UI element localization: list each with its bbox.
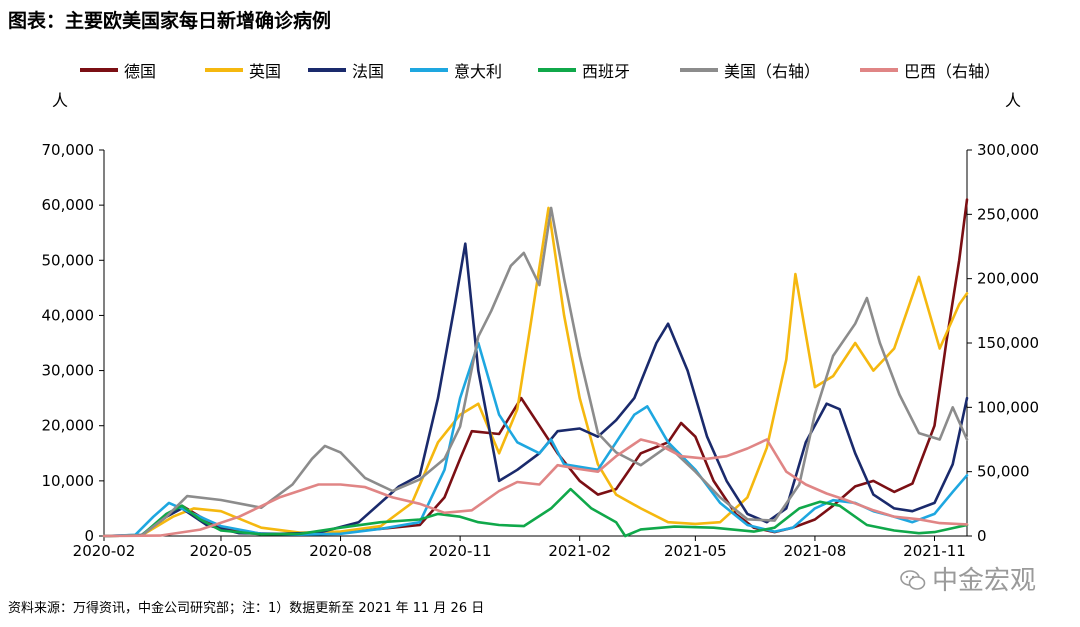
legend-item: 美国（右轴） (680, 58, 820, 82)
y-left-tick-label: 30,000 (42, 362, 95, 380)
legend-label: 英国 (249, 62, 282, 81)
x-tick-label: 2021-05 (664, 542, 727, 560)
series-line-5 (102, 206, 969, 538)
series-line-4 (102, 487, 969, 538)
y-right-tick-label: 50,000 (977, 463, 1030, 481)
series-line-6 (102, 438, 969, 538)
legend-label: 西班牙 (582, 62, 631, 81)
y-right-tick-label: 200,000 (977, 270, 1039, 288)
x-tick-label: 2021-02 (548, 542, 611, 560)
y-left-tick-label: 20,000 (42, 417, 95, 435)
legend-swatch (205, 68, 243, 72)
legend-swatch (538, 68, 576, 72)
y-right-tick-label: 100,000 (977, 398, 1039, 416)
y-left-tick-label: 10,000 (42, 472, 95, 490)
legend-swatch (80, 68, 118, 72)
legend-label: 美国（右轴） (724, 62, 821, 81)
right-axis-unit: 人 (1005, 91, 1022, 110)
x-tick-label: 2020-08 (309, 542, 372, 560)
legend-item: 英国 (205, 58, 281, 82)
series-line-1 (102, 206, 969, 538)
x-tick-label: 2021-08 (784, 542, 847, 560)
watermark-text: 中金宏观 (932, 566, 1037, 596)
wechat-icon (900, 568, 926, 590)
y-left-tick-label: 40,000 (42, 306, 95, 324)
y-left-tick-label: 50,000 (42, 251, 95, 269)
series-line-3 (102, 341, 969, 538)
x-tick-label: 2020-11 (429, 542, 492, 560)
y-right-tick-label: 150,000 (977, 334, 1039, 352)
legend-item: 德国 (80, 58, 156, 82)
y-right-tick-label: 300,000 (977, 141, 1039, 159)
legend-swatch (410, 68, 448, 72)
legend-item: 意大利 (410, 58, 502, 82)
legend-item: 法国 (308, 58, 384, 82)
x-tick-label: 2020-05 (190, 542, 253, 560)
left-axis-unit: 人 (52, 91, 69, 110)
legend: 德国 英国 法国 意大利 西班牙 美国（右轴） 巴西（右轴） (80, 58, 1040, 82)
legend-swatch (308, 68, 346, 72)
y-left-tick-label: 60,000 (42, 196, 95, 214)
y-right-tick-label: 0 (977, 527, 987, 545)
legend-label: 德国 (124, 62, 157, 81)
y-left-tick-label: 70,000 (42, 141, 95, 159)
legend-label: 意大利 (454, 62, 503, 81)
x-tick-label: 2021-11 (903, 542, 966, 560)
y-left-tick-label: 0 (84, 527, 94, 545)
legend-label: 巴西（右轴） (904, 62, 1001, 81)
watermark: 中金宏观 (900, 560, 1036, 597)
legend-item: 巴西（右轴） (860, 58, 1000, 82)
legend-swatch (680, 68, 718, 72)
legend-swatch (860, 68, 898, 72)
chart-title: 图表：主要欧美国家每日新增确诊病例 (8, 10, 332, 32)
x-tick-label: 2020-02 (73, 542, 136, 560)
source-note: 资料来源：万得资讯，中金公司研究部；注：1）数据更新至 2021 年 11 月 … (8, 601, 485, 616)
legend-label: 法国 (352, 62, 385, 81)
legend-item: 西班牙 (538, 58, 630, 82)
y-right-tick-label: 250,000 (977, 205, 1039, 223)
